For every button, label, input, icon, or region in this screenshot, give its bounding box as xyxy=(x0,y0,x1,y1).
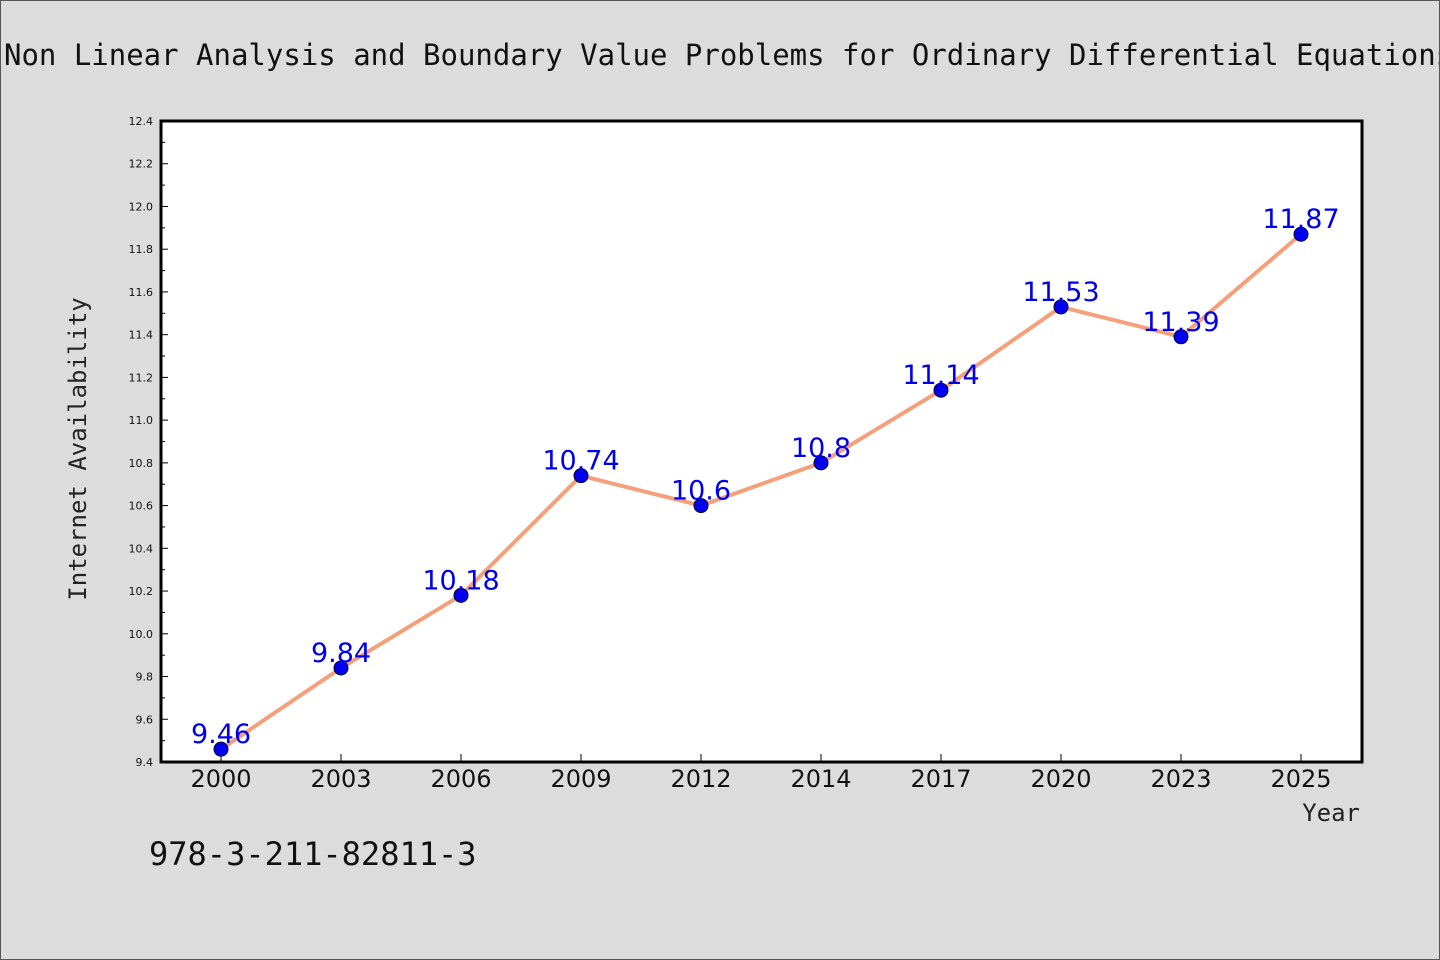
y-tick-label: 10.4 xyxy=(129,542,154,555)
series-line xyxy=(219,232,1303,752)
data-label: 10.8 xyxy=(791,433,851,464)
chart-title: Non Linear Analysis and Boundary Value P… xyxy=(4,38,1440,72)
data-label: 11.39 xyxy=(1142,307,1219,338)
data-point xyxy=(213,741,229,757)
data-label: 10.6 xyxy=(671,476,731,507)
y-tick-label: 9.6 xyxy=(136,713,154,726)
x-tick-label: 2014 xyxy=(790,765,851,793)
x-tick-label: 2000 xyxy=(190,765,251,793)
x-tick-label: 2017 xyxy=(910,765,971,793)
y-axis: 9.4 9.6 9.8 10.0 10.2 10.4 10.6 10.8 11.0 11.2 11.… xyxy=(129,115,168,769)
series-layer xyxy=(213,226,1309,757)
x-tick-label: 2006 xyxy=(430,765,491,793)
isbn-footnote: 978-3-211-82811-3 xyxy=(149,835,477,873)
y-tick-label: 11.6 xyxy=(129,286,154,299)
data-label: 10.74 xyxy=(542,446,619,477)
data-labels: 9.46 9.84 10.18 10.74 10.6 10.8 11.14 11.53 11.3… xyxy=(191,204,1340,750)
data-label: 9.46 xyxy=(191,719,251,750)
x-tick-label: 2025 xyxy=(1270,765,1331,793)
y-tick-label: 11.8 xyxy=(129,243,154,256)
y-tick-label: 10.8 xyxy=(129,457,154,470)
x-tick-label: 2012 xyxy=(670,765,731,793)
y-tick-label: 10.6 xyxy=(129,500,154,513)
x-axis-title: Year xyxy=(1302,799,1360,827)
y-tick-label: 11.4 xyxy=(129,329,154,342)
x-tick-label: 2023 xyxy=(1150,765,1211,793)
data-point xyxy=(813,455,829,471)
y-tick-label: 9.4 xyxy=(136,756,154,769)
data-label: 11.87 xyxy=(1262,204,1339,235)
y-tick-label: 11.2 xyxy=(129,371,154,384)
data-label: 9.84 xyxy=(311,638,371,669)
y-tick-label: 12.2 xyxy=(129,158,154,171)
data-label: 10.18 xyxy=(422,565,499,596)
y-tick-label: 11.0 xyxy=(129,414,154,427)
x-axis: 2000 2003 2006 2009 2012 2014 2017 2020 2023 2025 xyxy=(190,754,1332,793)
x-tick-label: 2009 xyxy=(550,765,611,793)
plot-frame xyxy=(159,119,1364,764)
data-point xyxy=(453,587,469,603)
data-point xyxy=(333,660,349,676)
x-tick-label: 2020 xyxy=(1030,765,1091,793)
data-point xyxy=(693,498,709,514)
y-tick-label: 9.8 xyxy=(136,671,154,684)
data-point xyxy=(573,468,589,484)
y-tick-label: 10.2 xyxy=(129,585,154,598)
data-point xyxy=(933,382,949,398)
y-tick-label: 12.4 xyxy=(129,115,154,128)
data-point xyxy=(1053,299,1069,315)
data-point xyxy=(1293,226,1309,242)
y-axis-title: Internet Availability xyxy=(64,297,92,600)
y-tick-label: 12.0 xyxy=(129,200,154,213)
data-point xyxy=(1173,329,1189,345)
x-tick-label: 2003 xyxy=(310,765,371,793)
data-label: 11.53 xyxy=(1022,277,1099,308)
data-label: 11.14 xyxy=(902,360,979,391)
y-tick-label: 10.0 xyxy=(129,628,154,641)
